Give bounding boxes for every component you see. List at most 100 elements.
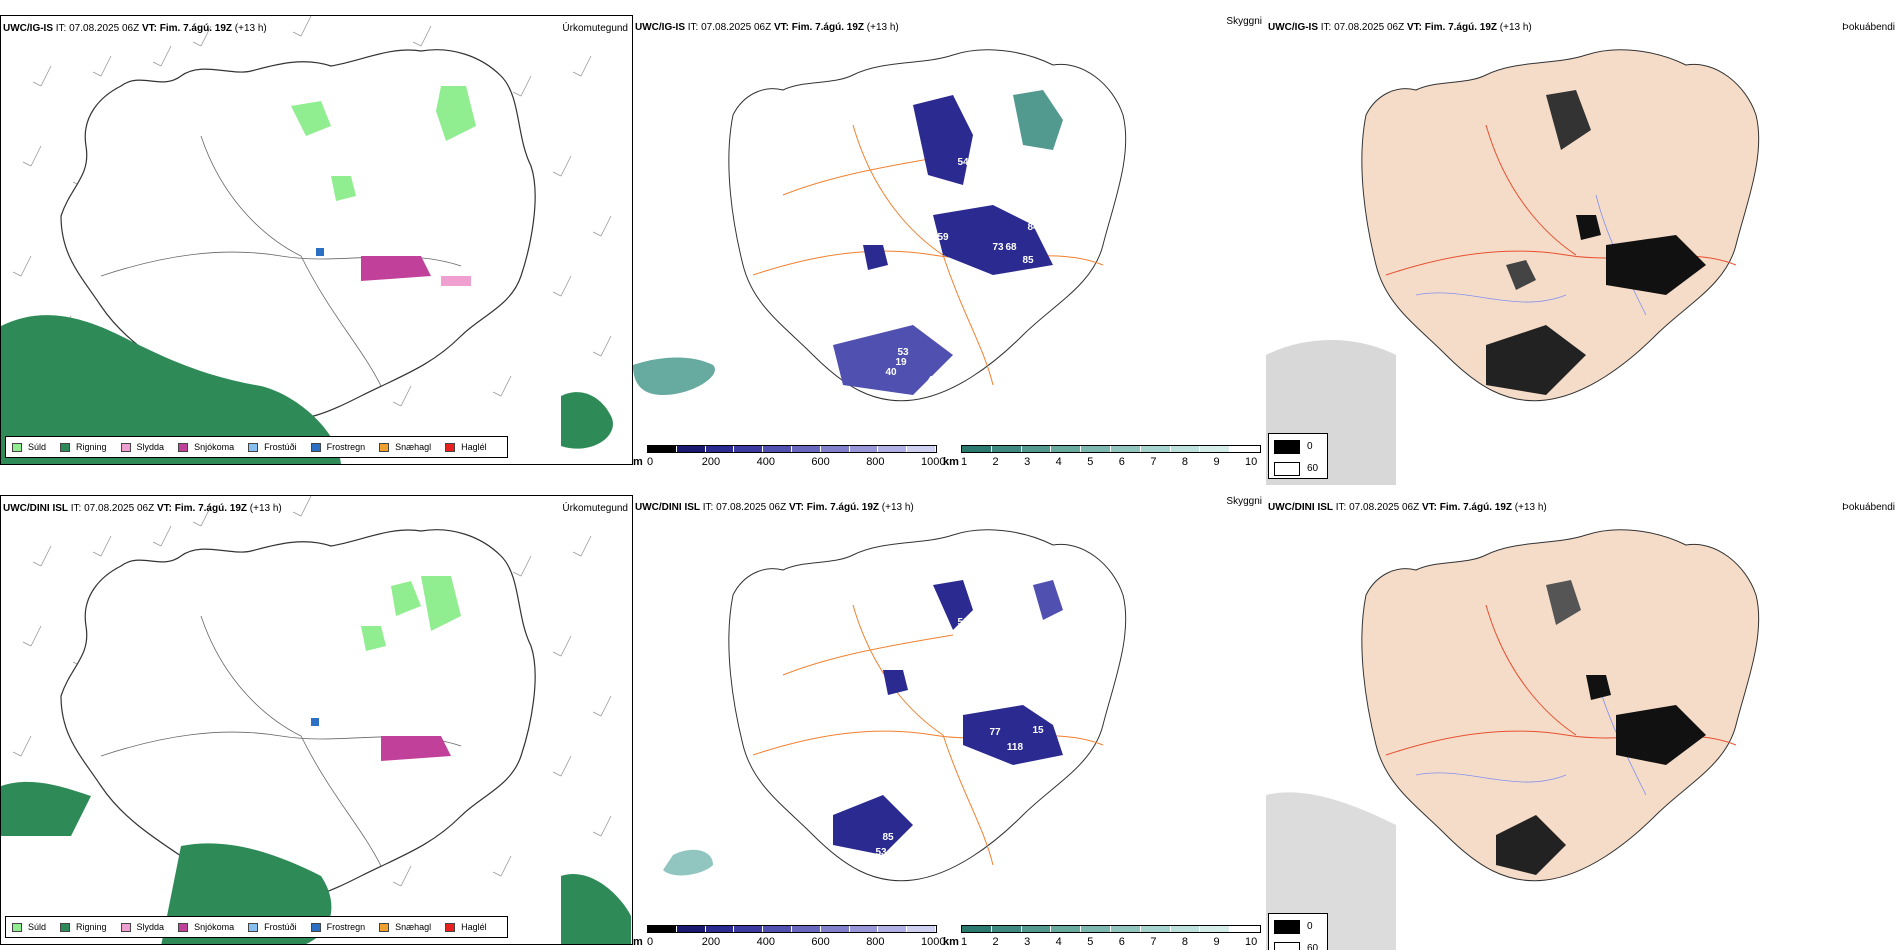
- panel-title: Úrkomutegund: [562, 503, 628, 514]
- precip-map-top: [1, 16, 613, 464]
- precip-map-bottom: [1, 496, 631, 944]
- legend-label: Frostregn: [326, 922, 366, 932]
- legend-swatch: [445, 442, 456, 452]
- scale-tick: 9: [1213, 456, 1220, 468]
- scale-tick: 2: [992, 936, 999, 948]
- scale-swatch: [763, 446, 792, 452]
- fog-map-bottom: [1266, 495, 1899, 950]
- visibility-value-label: 48: [1067, 742, 1079, 753]
- visibility-value-label: 53: [875, 847, 887, 858]
- scale-unit: m: [633, 456, 643, 468]
- scale-tick: 6: [1118, 456, 1125, 468]
- scale-tick: 8: [1181, 456, 1188, 468]
- legend-swatch: [12, 442, 22, 452]
- panel-header: UWC/DINI ISL IT: 07.08.2025 06Z VT: Fim.…: [3, 503, 628, 514]
- legend-swatch: [310, 922, 321, 932]
- fog-legend-label: 60: [1307, 463, 1319, 474]
- fog-legend-swatch: [1274, 920, 1300, 934]
- scale-swatch: [907, 926, 936, 932]
- panel-header: UWC/IG-IS IT: 07.08.2025 06Z VT: Fim. 7.…: [635, 16, 1262, 33]
- legend-swatch: [248, 922, 259, 932]
- scale-swatch: [907, 446, 936, 452]
- scale-tick: 1000: [921, 936, 946, 948]
- visibility-value-label: 45: [927, 375, 939, 386]
- legend-label: Rigning: [76, 442, 107, 452]
- legend-label: Rigning: [76, 922, 107, 932]
- scale-tick: 2: [992, 456, 999, 468]
- scale-unit: m: [633, 936, 643, 948]
- scale-colorbar: [647, 925, 937, 933]
- legend-swatch: [379, 922, 390, 932]
- scale-swatch: [1230, 926, 1260, 932]
- scale-swatch: [1170, 926, 1201, 932]
- legend-swatch: [178, 442, 189, 452]
- legend-item: Slydda: [120, 442, 164, 452]
- visibility-value-label: 37: [1022, 157, 1034, 168]
- scale-tick: 0: [647, 456, 654, 468]
- scale-swatch: [991, 926, 1022, 932]
- visibility-value-label: 85: [882, 832, 894, 843]
- scale-swatch: [1081, 926, 1111, 932]
- fog-legend-swatch: [1274, 942, 1300, 950]
- fog-legend-label: 0: [1307, 441, 1313, 452]
- scale-tick: 800: [866, 936, 885, 948]
- legend-item: Snæhagl: [379, 922, 431, 932]
- scale-swatch: [791, 446, 821, 452]
- panel-header: UWC/IG-IS IT: 07.08.2025 06Z VT: Fim. 7.…: [3, 23, 628, 34]
- scale-swatch: [676, 446, 706, 452]
- precip-type-panel-top: UWC/IG-IS IT: 07.08.2025 06Z VT: Fim. 7.…: [0, 15, 633, 465]
- legend-label: Haglél: [461, 442, 487, 452]
- legend-label: Snjókoma: [194, 442, 235, 452]
- legend-label: Frostúði: [264, 922, 297, 932]
- iceland-outline: [728, 529, 1127, 882]
- low-visibility-areas: [663, 580, 1063, 876]
- height-scale: m 0 200 400 600 800 1000: [633, 445, 945, 481]
- legend-label: Haglél: [461, 922, 487, 932]
- scale-swatch: [1230, 446, 1260, 452]
- scale-swatch: [878, 446, 908, 452]
- scale-swatch: [849, 446, 879, 452]
- scale-tick: 7: [1150, 936, 1157, 948]
- panel-title: Þokuábendi: [1842, 502, 1895, 513]
- iceland-outline: [1361, 529, 1760, 882]
- distance-scale: km 1 2 3 4 5 6 7 8 9 10: [943, 445, 1266, 481]
- visibility-value-label: 68: [1005, 242, 1017, 253]
- fog-legend-label: 0: [1307, 921, 1313, 932]
- visibility-value-label: 65: [952, 352, 964, 363]
- scale-swatch: [1021, 446, 1052, 452]
- scale-swatch: [820, 926, 850, 932]
- low-visibility-areas: [633, 90, 1063, 395]
- legend-swatch: [60, 922, 71, 932]
- legend-label: Frostúði: [264, 442, 297, 452]
- visibility-value-label: 64: [1032, 202, 1044, 213]
- height-scale: m 0 200 400 600 800 1000: [633, 925, 946, 950]
- scale-tick: 800: [866, 456, 885, 468]
- legend-label: Slydda: [136, 922, 165, 932]
- legend-item: Slydda: [120, 922, 165, 932]
- visibility-value-label: 50: [952, 342, 964, 353]
- legend-item: Snæhagl: [379, 442, 431, 452]
- visibility-panel-bottom: 56 72 60 77 118 15 48 53 34 85 UWC/DINI ISL IT: 0…: [633, 495, 1266, 950]
- legend-swatch: [120, 442, 131, 452]
- legend-item: Súld: [12, 922, 46, 932]
- visibility-value-label: 40: [885, 367, 897, 378]
- legend-swatch: [310, 442, 321, 452]
- iceland-outline: [1361, 49, 1760, 402]
- fog-legend: 0 60: [1268, 433, 1328, 479]
- visibility-value-label: 72: [1055, 269, 1067, 280]
- scale-swatch: [962, 926, 992, 932]
- scale-tick: 0: [647, 936, 654, 948]
- legend-item: Súld: [12, 442, 46, 452]
- fog-legend-swatch: [1274, 440, 1300, 454]
- legend-label: Frostregn: [326, 442, 366, 452]
- legend-swatch: [445, 922, 456, 932]
- scale-swatch: [705, 446, 735, 452]
- legend-item: Haglél: [445, 922, 487, 932]
- fog-legend: 0 60: [1268, 913, 1328, 950]
- precip-areas: [1, 86, 613, 464]
- scale-swatch: [1051, 926, 1082, 932]
- visibility-value-label: 59: [937, 232, 949, 243]
- scale-tick: 400: [756, 936, 775, 948]
- fog-indicator-panel-top: UWC/IG-IS IT: 07.08.2025 06Z VT: Fim. 7.…: [1266, 15, 1899, 485]
